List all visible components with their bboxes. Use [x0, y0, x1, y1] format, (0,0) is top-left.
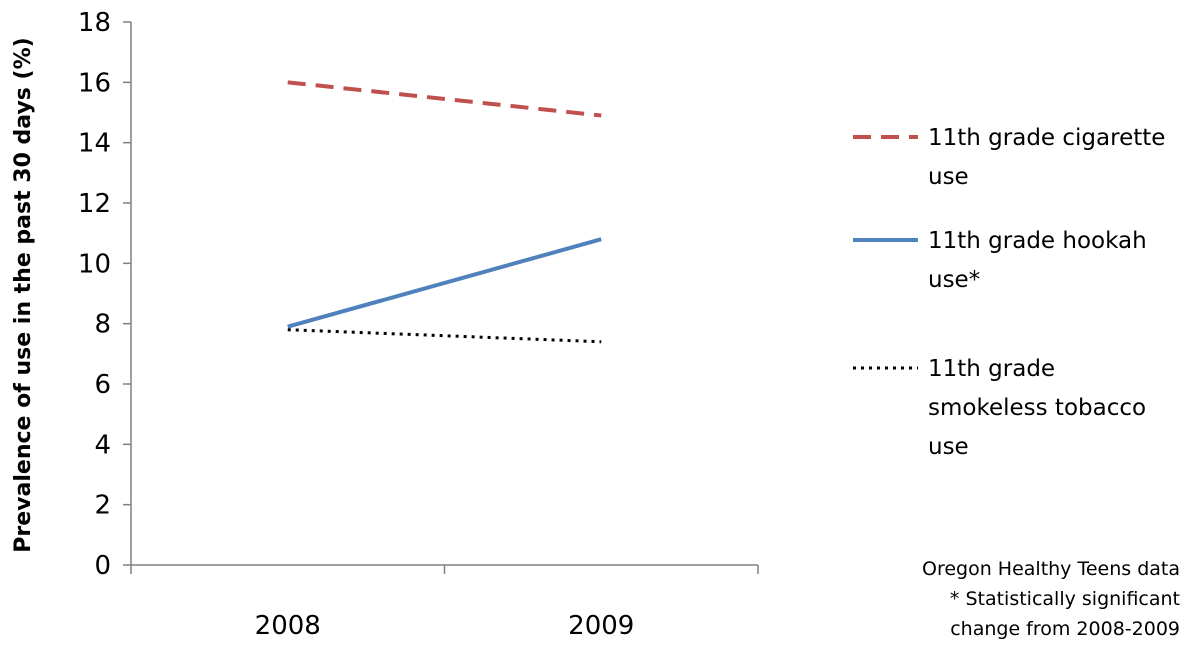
legend-label: use	[928, 164, 969, 190]
y-tick-label: 2	[94, 491, 111, 521]
y-axis: 0 2 4 6 8 10 12 14 16 18	[78, 8, 132, 581]
source-note: Oregon Healthy Teens data	[922, 558, 1180, 580]
series-lines	[287, 80, 602, 344]
legend-label: use*	[928, 267, 980, 293]
source-note: * Statistically significant	[950, 588, 1180, 610]
y-tick-label: 16	[78, 68, 111, 98]
y-tick-label: 14	[78, 129, 111, 159]
y-tick-label: 6	[94, 370, 111, 400]
x-axis: 2008 2009	[130, 564, 759, 641]
legend: 11th grade cigarette use 11th grade hookah…	[853, 125, 1165, 460]
series-line	[287, 328, 602, 344]
x-tick-label: 2009	[568, 611, 634, 641]
y-tick-label: 10	[78, 249, 111, 279]
series-line	[287, 80, 602, 118]
series-line	[287, 237, 602, 329]
y-tick-label: 8	[94, 310, 111, 340]
source-note: change from 2008-2009	[950, 618, 1180, 640]
legend-label: 11th grade hookah	[928, 228, 1147, 254]
legend-label: use	[928, 434, 969, 460]
legend-label: 11th grade	[928, 356, 1055, 382]
y-tick-label: 18	[78, 8, 111, 38]
y-tick-label: 12	[78, 189, 111, 219]
legend-label: smokeless tobacco	[928, 395, 1146, 421]
y-axis-label: Prevalence of use in the past 30 days (%…	[11, 37, 36, 552]
source-notes: Oregon Healthy Teens data * Statistically…	[922, 558, 1180, 640]
y-tick-label: 4	[94, 430, 111, 460]
y-tick-label: 0	[94, 551, 111, 581]
legend-label: 11th grade cigarette	[928, 125, 1165, 151]
x-tick-label: 2008	[255, 611, 321, 641]
